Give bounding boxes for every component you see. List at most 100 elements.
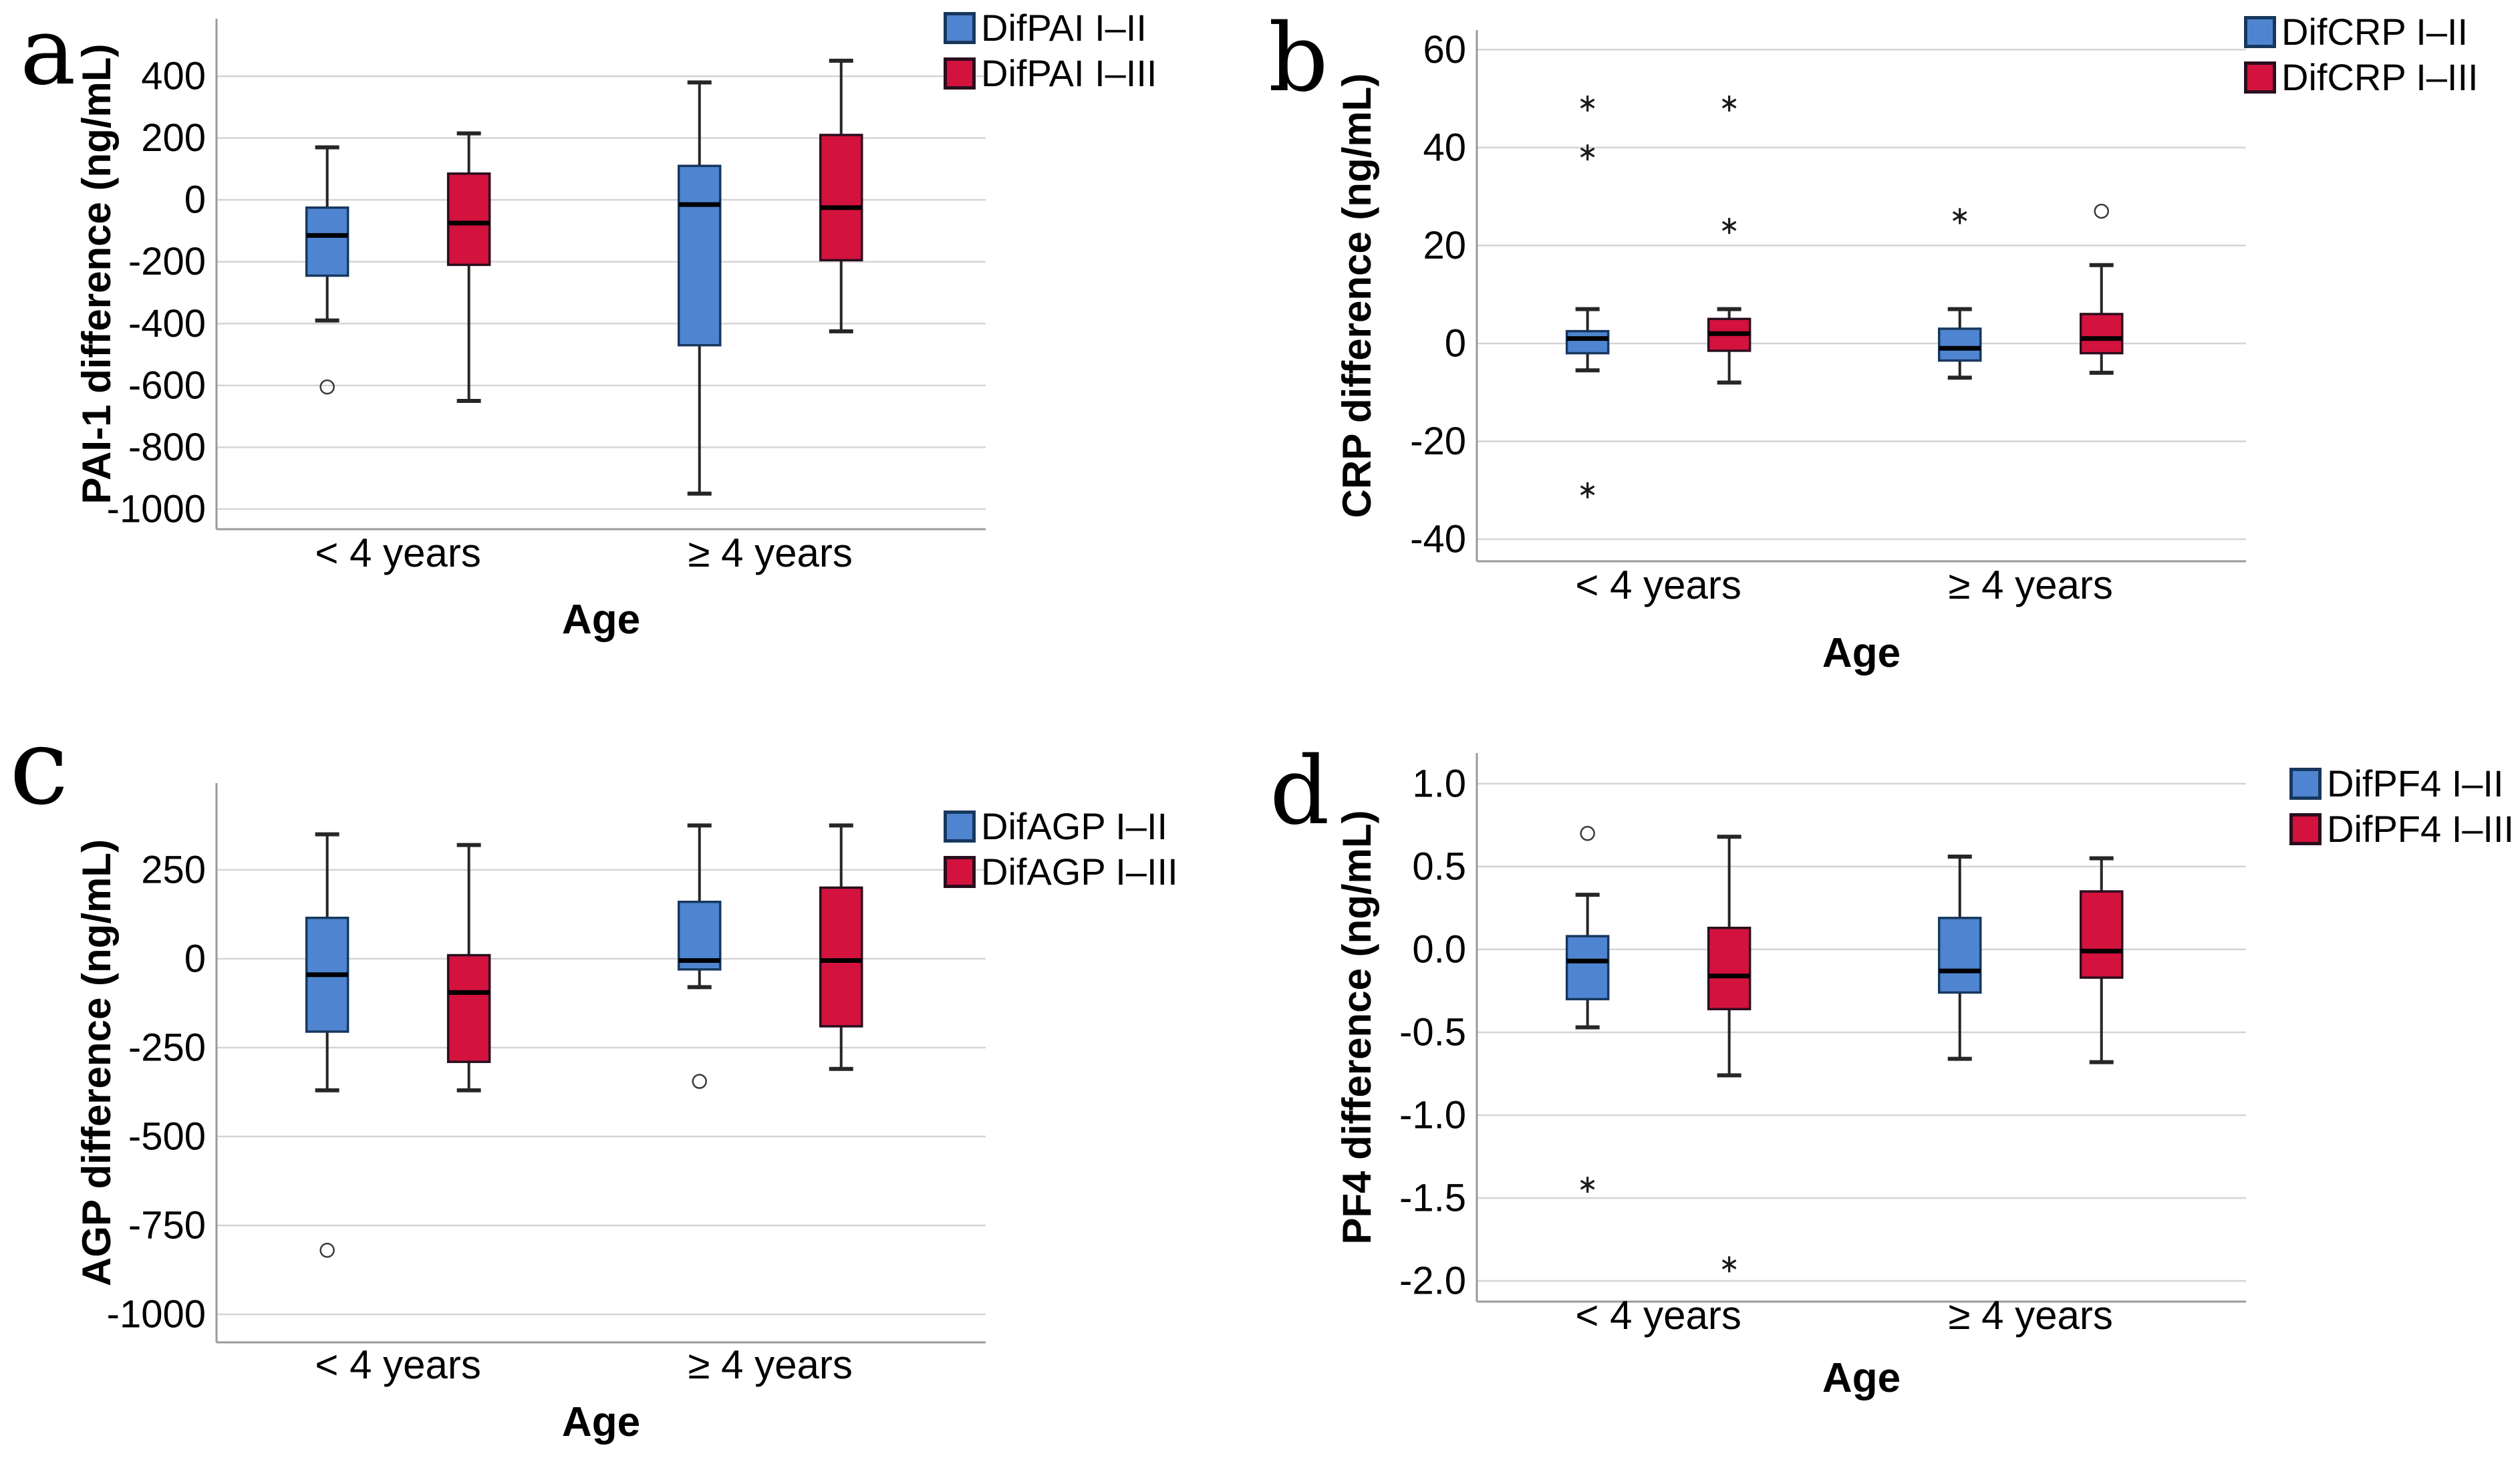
outlier-star <box>1580 485 1595 496</box>
box-series1 <box>305 206 349 277</box>
box-series1 <box>1937 917 1982 994</box>
legend-panel-c: DifAGP I–II DifAGP I–III <box>944 808 1178 891</box>
y-tick-label: -1.0 <box>1399 1093 1466 1137</box>
boxplot-panel-c: 250 0 -250 -500 -750 -1000 AGP difference (ng/… <box>74 783 986 1445</box>
legend-item: DifAGP I–II <box>944 808 1178 845</box>
y-tick-label: -200 <box>128 240 206 283</box>
y-tick-label: -1000 <box>107 487 206 531</box>
legend-item: DifCRP I–III <box>2244 59 2479 96</box>
box-series2 <box>819 886 863 1028</box>
legend-swatch-series1 <box>944 12 976 44</box>
x-axis-title: Age <box>562 1399 640 1445</box>
legend-panel-d: DifPF4 I–II DifPF4 I–III <box>2289 765 2514 848</box>
x-axis-title: Age <box>1822 1355 1901 1401</box>
legend-item: DifCRP I–II <box>2244 13 2479 51</box>
panel-c: 250 0 -250 -500 -750 -1000 AGP difference (ng/… <box>0 714 1260 1472</box>
outlier-star <box>1721 98 1737 109</box>
legend-label: DifPAI I–II <box>981 7 1147 49</box>
panel-a: 400 200 0 -200 -400 -600 -800 -1000 PAI-1 differ… <box>0 0 1260 737</box>
legend-item: DifAGP I–III <box>944 853 1178 891</box>
panel-b: 60 40 20 0 -20 -40 CRP difference (ng/mL) < 4 y… <box>1260 0 2520 737</box>
legend-label: DifPF4 I–II <box>2327 762 2504 804</box>
box-series1 <box>677 900 722 971</box>
y-axis-title: PAI-1 difference (ng/mL) <box>74 44 119 504</box>
box-series2 <box>2079 313 2124 355</box>
legend-swatch-series2 <box>944 57 976 90</box>
legend-item: DifPF4 I–III <box>2289 811 2514 848</box>
outlier-star <box>1580 1179 1595 1190</box>
legend-swatch-series2 <box>2289 813 2322 845</box>
legend-item: DifPF4 I–II <box>2289 765 2514 802</box>
legend-label: DifPAI I–III <box>981 52 1157 94</box>
x-category-label: < 4 years <box>315 1342 480 1387</box>
legend-label: DifPF4 I–III <box>2327 808 2515 850</box>
box-series1 <box>1565 935 1610 1001</box>
y-tick-label: 200 <box>141 116 206 160</box>
legend-label: DifAGP I–II <box>981 805 1168 847</box>
legend-swatch-series1 <box>944 811 976 843</box>
boxplot-panel-d: 1.0 0.5 0.0 -0.5 -1.0 -1.5 -2.0 PF4 difference … <box>1335 753 2246 1401</box>
x-category-label: < 4 years <box>1575 1293 1741 1338</box>
box-series2 <box>446 172 491 267</box>
x-category-label: ≥ 4 years <box>1949 563 2113 607</box>
x-category-label: ≥ 4 years <box>688 1342 853 1387</box>
y-tick-label: -500 <box>128 1115 206 1158</box>
x-axis-title: Age <box>1822 630 1901 676</box>
outlier-circle <box>692 1074 707 1089</box>
panel-letter-b: b <box>1268 4 1328 113</box>
y-tick-label: -800 <box>128 426 206 469</box>
y-tick-label: -1000 <box>107 1292 206 1336</box>
box-series2 <box>819 134 863 262</box>
y-tick-label: -1.5 <box>1399 1176 1466 1219</box>
x-axis-title: Age <box>562 597 640 643</box>
y-axis-title: CRP difference (ng/mL) <box>1335 73 1379 519</box>
panel-letter-d: d <box>1270 737 1330 846</box>
y-tick-label: 20 <box>1423 224 1466 267</box>
y-tick-label: -750 <box>128 1203 206 1247</box>
y-tick-label: -40 <box>1410 518 1466 561</box>
y-axis-title: AGP difference (ng/mL) <box>74 839 119 1286</box>
y-tick-label: 0 <box>1445 321 1466 365</box>
panel-letter-c: c <box>9 706 69 829</box>
box-series1 <box>1937 327 1982 362</box>
box-series2 <box>2079 890 2124 979</box>
box-series2 <box>446 953 491 1063</box>
outlier-star <box>1721 220 1737 231</box>
y-tick-label: 40 <box>1423 126 1466 169</box>
panel-letter-a: a <box>20 0 76 106</box>
y-tick-label: -400 <box>128 302 206 345</box>
y-tick-label: 1.0 <box>1412 762 1466 805</box>
legend-panel-b: DifCRP I–II DifCRP I–III <box>2244 13 2479 96</box>
y-tick-label: 250 <box>141 848 206 891</box>
outlier-star <box>1580 147 1595 158</box>
panel-d: 1.0 0.5 0.0 -0.5 -1.0 -1.5 -2.0 PF4 difference … <box>1260 737 2520 1472</box>
legend-swatch-series1 <box>2244 16 2276 48</box>
x-category-label: ≥ 4 years <box>688 531 853 575</box>
box-series1 <box>677 164 722 347</box>
legend-label: DifCRP I–III <box>2281 56 2479 98</box>
outlier-circle <box>319 1242 335 1258</box>
y-tick-label: -0.5 <box>1399 1010 1466 1054</box>
outlier-star <box>1721 1259 1737 1270</box>
y-tick-label: -600 <box>128 363 206 407</box>
y-tick-label: 0.5 <box>1412 845 1466 888</box>
outlier-circle <box>319 379 335 395</box>
legend-swatch-series2 <box>944 856 976 888</box>
x-category-label: < 4 years <box>1575 563 1741 607</box>
legend-label: DifCRP I–II <box>2281 11 2469 53</box>
outlier-star <box>1952 211 1967 221</box>
y-tick-label: -2.0 <box>1399 1259 1466 1302</box>
y-tick-label: 60 <box>1423 28 1466 71</box>
y-tick-label: -20 <box>1410 420 1466 463</box>
outlier-circle <box>2094 203 2109 219</box>
legend-swatch-series1 <box>2289 768 2322 800</box>
legend-panel-a: DifPAI I–II DifPAI I–III <box>944 9 1157 92</box>
x-category-label: < 4 years <box>315 531 480 575</box>
y-tick-label: -250 <box>128 1026 206 1069</box>
y-tick-label: 0.0 <box>1412 927 1466 971</box>
outlier-circle <box>1580 826 1595 841</box>
box-series1 <box>1565 329 1610 355</box>
y-tick-label: 400 <box>141 55 206 98</box>
